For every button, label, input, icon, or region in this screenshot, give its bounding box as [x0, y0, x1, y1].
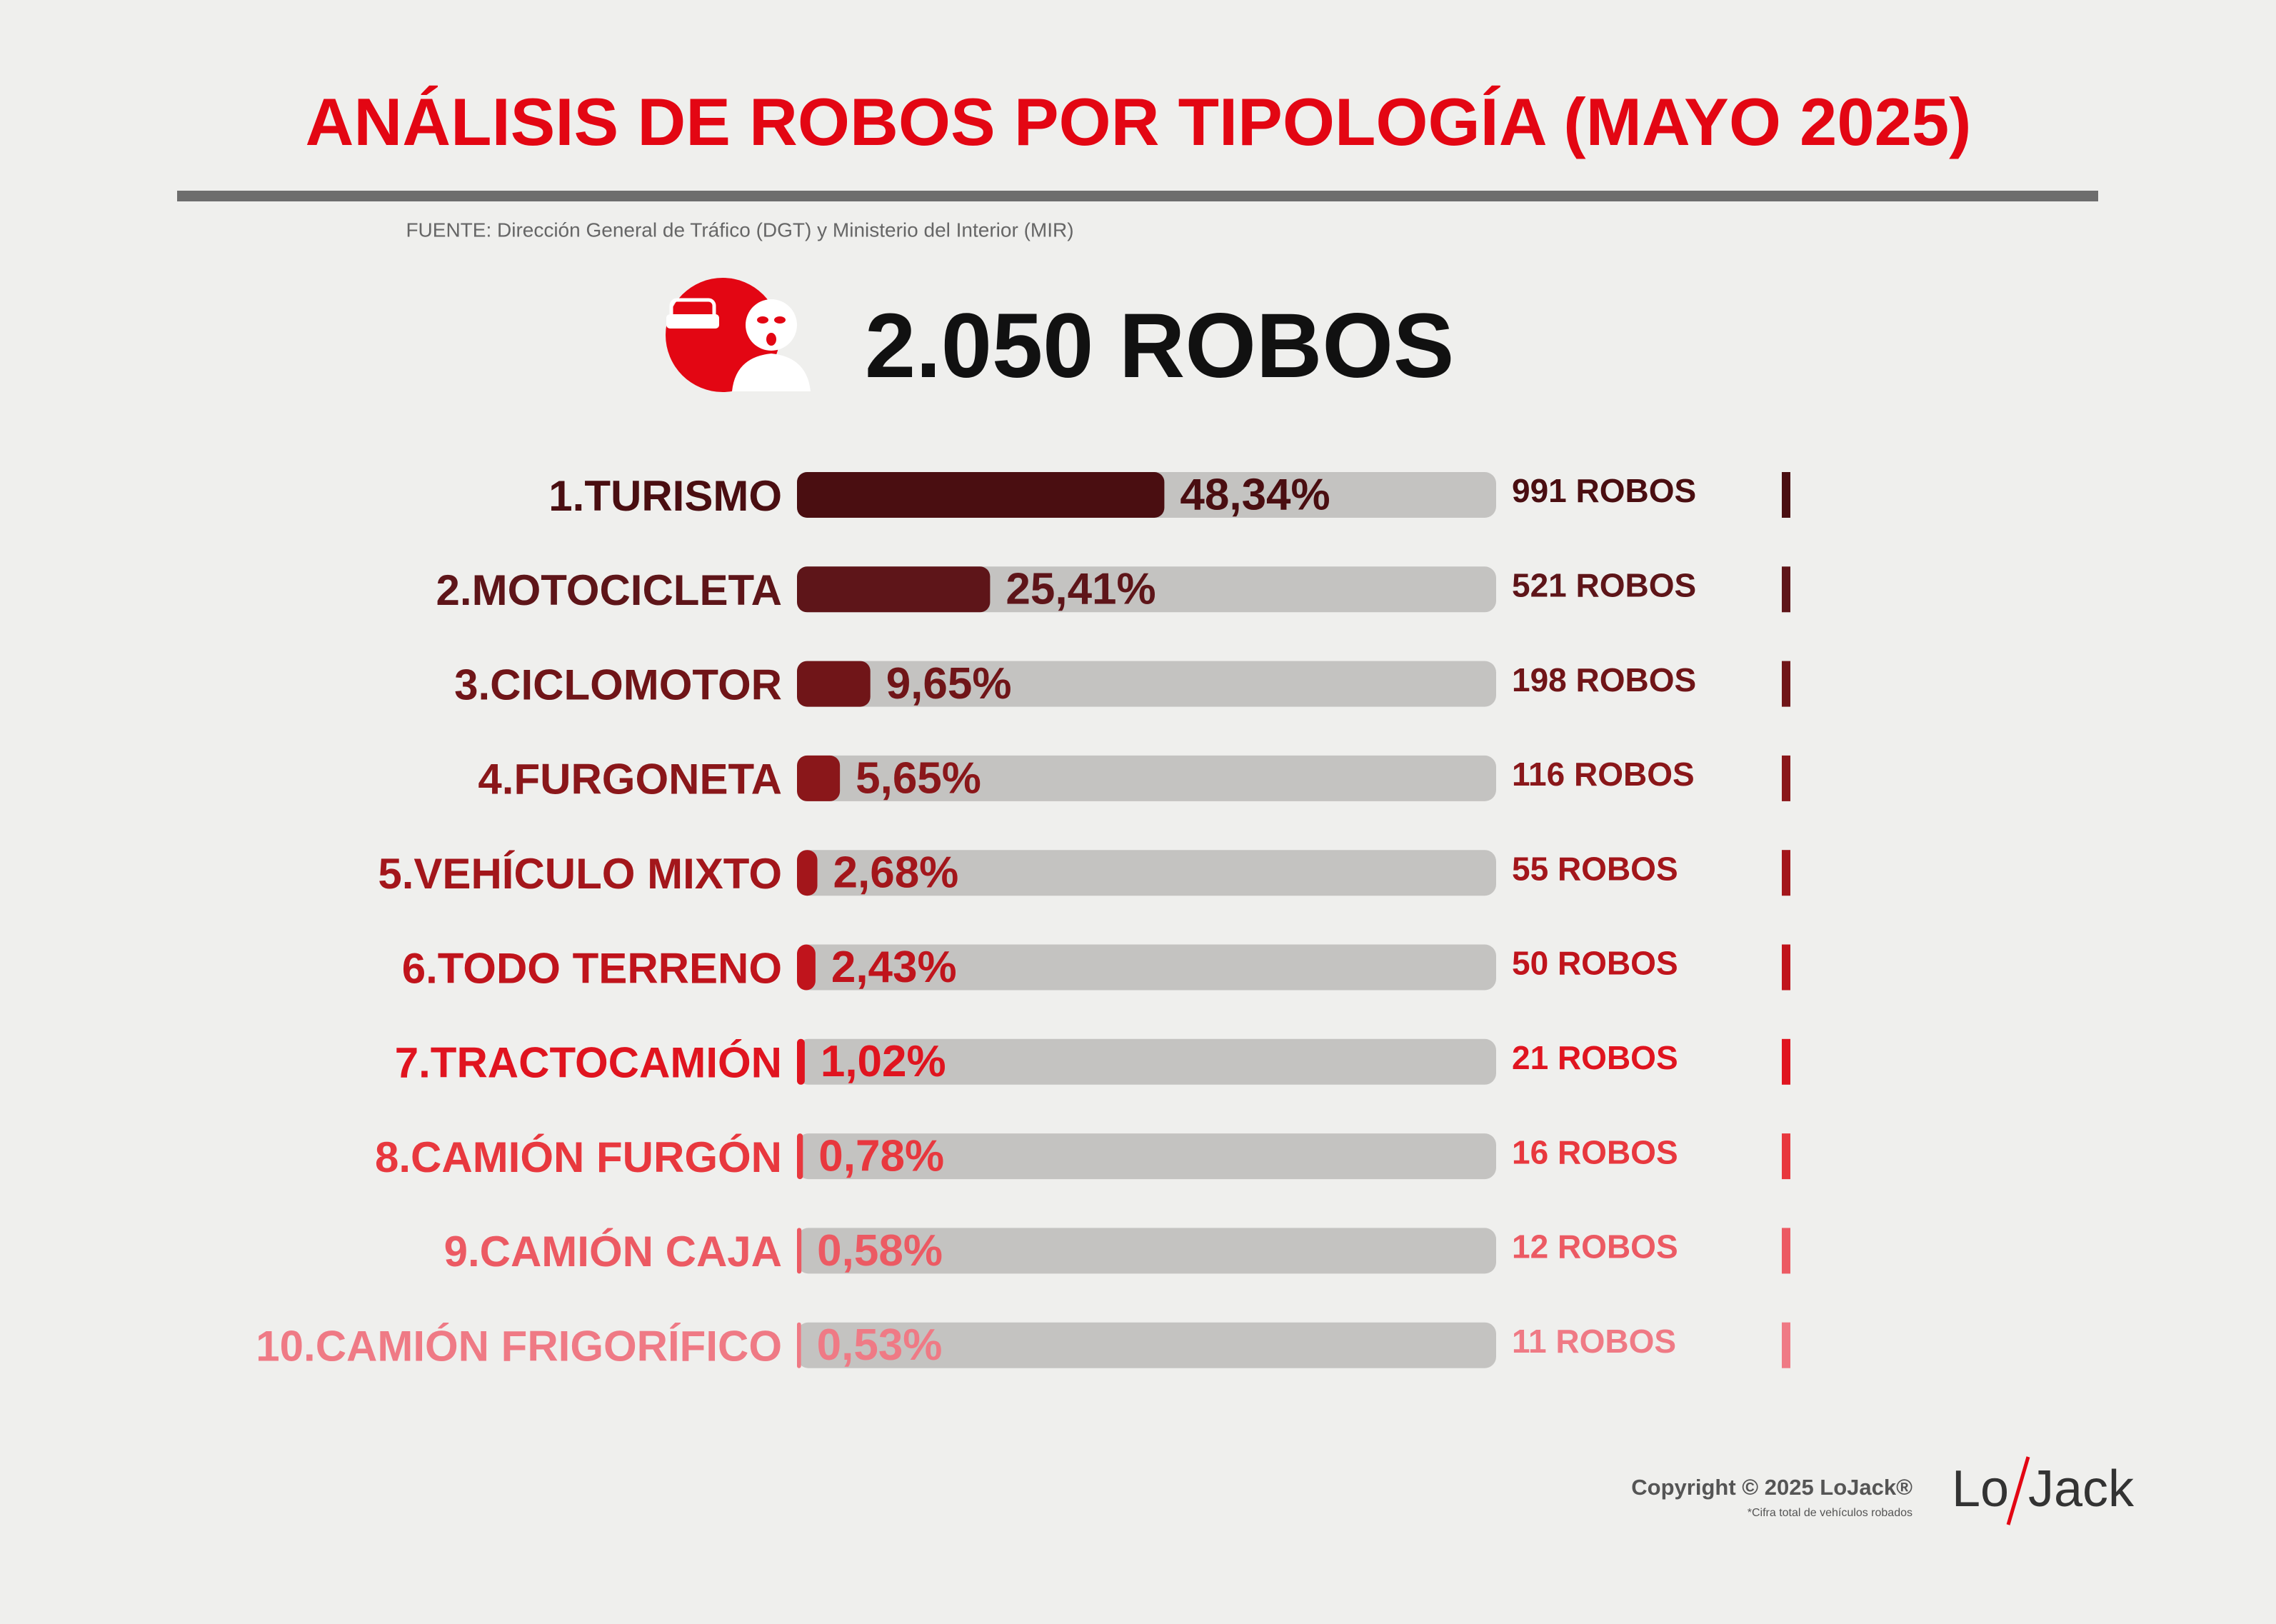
value-label: 25,41%: [1006, 565, 1155, 614]
row-tick: [1782, 661, 1790, 707]
category-label: 2.MOTOCICLETA: [436, 566, 782, 614]
value-label: 2,43%: [831, 943, 957, 992]
bar-track: [797, 755, 1496, 801]
count-label: 55 ROBOS: [1512, 850, 1678, 887]
bar: [797, 1038, 805, 1085]
category-label: 7.TRACTOCAMIÓN: [395, 1039, 782, 1087]
bar-track: [797, 661, 1496, 707]
category-label: 10.CAMIÓN FRIGORÍFICO: [256, 1323, 782, 1370]
icon: [666, 278, 811, 392]
value-label: 9,65%: [886, 659, 1012, 708]
count-label: 991 ROBOS: [1512, 472, 1696, 509]
bar: [797, 944, 816, 991]
logo-lo: Lo: [1952, 1460, 2009, 1518]
value-label: 0,58%: [817, 1226, 943, 1275]
category-label: 3.CICLOMOTOR: [454, 661, 782, 708]
value-label: 1,02%: [821, 1037, 946, 1086]
bar-track: [797, 944, 1496, 991]
bar: [797, 1228, 802, 1274]
headline: 2.050 ROBOS: [865, 295, 1454, 397]
category-label: 5.VEHÍCULO MIXTO: [378, 850, 782, 898]
value-label: 0,78%: [818, 1131, 944, 1181]
row-tick: [1782, 472, 1790, 518]
row-tick: [1782, 944, 1790, 991]
bar: [797, 850, 818, 896]
bar-track: [797, 1228, 1496, 1274]
logo-jack: Jack: [2028, 1460, 2135, 1518]
row-tick: [1782, 1038, 1790, 1085]
bar: [797, 472, 1165, 518]
count-label: 521 ROBOS: [1512, 566, 1696, 603]
bar: [797, 566, 991, 613]
bar: [797, 1133, 803, 1180]
value-label: 2,68%: [833, 848, 959, 898]
count-label: 11 ROBOS: [1512, 1323, 1676, 1360]
footnote: *Cifra total de vehículos robados: [1748, 1507, 1912, 1519]
value-label: 0,53%: [817, 1320, 943, 1370]
count-label: 12 ROBOS: [1512, 1228, 1678, 1265]
logo-slash: [2006, 1456, 2030, 1525]
bar: [797, 755, 841, 801]
bar-track: [797, 850, 1496, 896]
row-tick: [1782, 566, 1790, 613]
category-label: 1.TURISMO: [548, 472, 782, 520]
source: FUENTE: Dirección General de Tráfico (DG…: [406, 219, 1073, 241]
count-label: 16 ROBOS: [1512, 1133, 1678, 1171]
category-label: 9.CAMIÓN CAJA: [444, 1228, 782, 1275]
category-label: 8.CAMIÓN FURGÓN: [375, 1133, 782, 1181]
row-tick: [1782, 1322, 1790, 1368]
row-tick: [1782, 1133, 1790, 1180]
row-tick: [1782, 850, 1790, 896]
count-label: 198 ROBOS: [1512, 661, 1696, 698]
value-label: 48,34%: [1180, 470, 1330, 519]
bar-track: [797, 1322, 1496, 1368]
count-label: 50 ROBOS: [1512, 945, 1678, 982]
bar: [797, 1322, 801, 1368]
row-tick: [1782, 1228, 1790, 1274]
copyright: Copyright © 2025 LoJack®: [1631, 1475, 1912, 1500]
chart-title: ANÁLISIS DE ROBOS POR TIPOLOGÍA (MAYO 20…: [306, 84, 1972, 159]
category-label: 6.TODO TERRENO: [402, 944, 782, 992]
category-label: 4.FURGONETA: [478, 756, 782, 803]
bars: 1.TURISMO 48,34% 991 ROBOS 2.MOTOCICLETA 25,…: [256, 470, 1790, 1370]
value-label: 5,65%: [856, 753, 981, 803]
row-tick: [1782, 755, 1790, 801]
count-label: 21 ROBOS: [1512, 1039, 1678, 1076]
title-rule: [177, 191, 2098, 201]
bar-track: [797, 1038, 1496, 1085]
bar: [797, 661, 871, 707]
count-label: 116 ROBOS: [1512, 756, 1695, 793]
bar-track: [797, 1133, 1496, 1180]
